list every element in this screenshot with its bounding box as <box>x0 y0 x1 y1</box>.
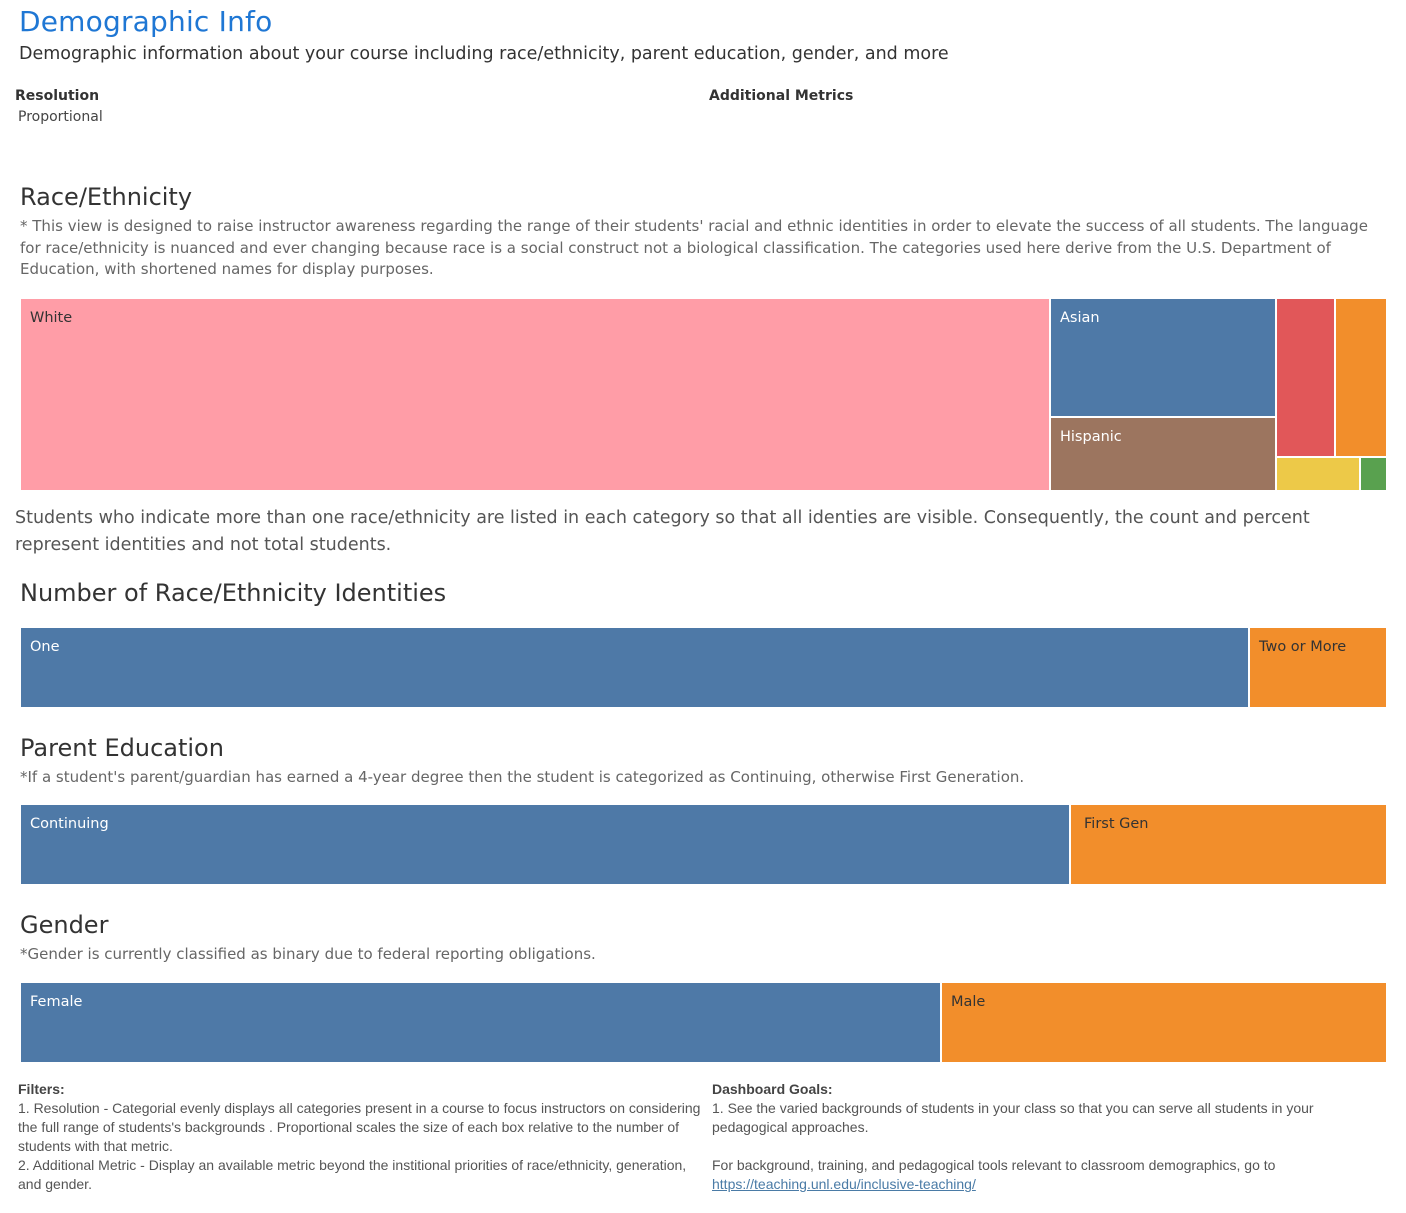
race-ethnicity-title: Race/Ethnicity <box>20 183 193 211</box>
segment-first-gen[interactable]: First Gen <box>1070 804 1387 885</box>
race-ethnicity-note: * This view is designed to raise instruc… <box>20 217 1368 278</box>
treemap-box-red[interactable] <box>1276 298 1335 457</box>
segment-label: Two or More <box>1259 639 1347 655</box>
gender-bar: Female Male <box>20 982 1387 1063</box>
treemap-box-label: Asian <box>1060 310 1100 326</box>
treemap-box-white[interactable]: White <box>20 298 1050 491</box>
gender-note: *Gender is currently classified as binar… <box>20 945 596 963</box>
segment-label: First Gen <box>1084 816 1149 832</box>
goals-footer: Dashboard Goals: 1. See the varied backg… <box>712 1080 1372 1194</box>
race-ethnicity-treemap: White Asian Hispanic <box>20 298 1387 491</box>
parent-education-bar: Continuing First Gen <box>20 804 1387 885</box>
identities-title: Number of Race/Ethnicity Identities <box>20 579 447 607</box>
goals-line-2: For background, training, and pedagogica… <box>712 1157 1276 1173</box>
segment-one[interactable]: One <box>20 627 1249 708</box>
segment-two-or-more[interactable]: Two or More <box>1249 627 1387 708</box>
resolution-filter-label: Resolution <box>15 88 100 104</box>
treemap-box-orange[interactable] <box>1335 298 1387 457</box>
goals-heading: Dashboard Goals: <box>712 1081 833 1097</box>
segment-label: Female <box>30 994 83 1010</box>
treemap-box-green[interactable] <box>1360 457 1387 491</box>
segment-continuing[interactable]: Continuing <box>20 804 1070 885</box>
spacer <box>712 1137 1372 1156</box>
additional-metrics-filter-label[interactable]: Additional Metrics <box>709 88 854 104</box>
treemap-box-hispanic[interactable]: Hispanic <box>1050 417 1276 491</box>
identities-bar: One Two or More <box>20 627 1387 708</box>
page-subtitle: Demographic information about your cours… <box>19 44 949 64</box>
filters-heading: Filters: <box>18 1081 65 1097</box>
goals-line-1: 1. See the varied backgrounds of student… <box>712 1100 1314 1135</box>
parent-education-note: *If a student's parent/guardian has earn… <box>20 768 1025 786</box>
parent-education-title: Parent Education <box>20 734 224 762</box>
filters-line-1: 1. Resolution - Categorial evenly displa… <box>18 1100 701 1154</box>
segment-male[interactable]: Male <box>941 982 1387 1063</box>
race-explanation-text: Students who indicate more than one race… <box>15 508 1310 555</box>
page-title: Demographic Info <box>19 5 273 38</box>
segment-female[interactable]: Female <box>20 982 941 1063</box>
segment-label: One <box>30 639 60 655</box>
treemap-box-yellow[interactable] <box>1276 457 1360 491</box>
resolution-filter-value[interactable]: Proportional <box>18 109 103 125</box>
segment-label: Continuing <box>30 816 109 832</box>
gender-title: Gender <box>20 911 109 939</box>
filters-footer: Filters: 1. Resolution - Categorial even… <box>18 1080 703 1194</box>
treemap-box-label: White <box>30 310 73 326</box>
treemap-box-label: Hispanic <box>1060 429 1122 445</box>
treemap-box-asian[interactable]: Asian <box>1050 298 1276 417</box>
segment-label: Male <box>951 994 986 1010</box>
filters-line-2: 2. Additional Metric - Display an availa… <box>18 1157 687 1192</box>
inclusive-teaching-link[interactable]: https://teaching.unl.edu/inclusive-teach… <box>712 1176 976 1192</box>
